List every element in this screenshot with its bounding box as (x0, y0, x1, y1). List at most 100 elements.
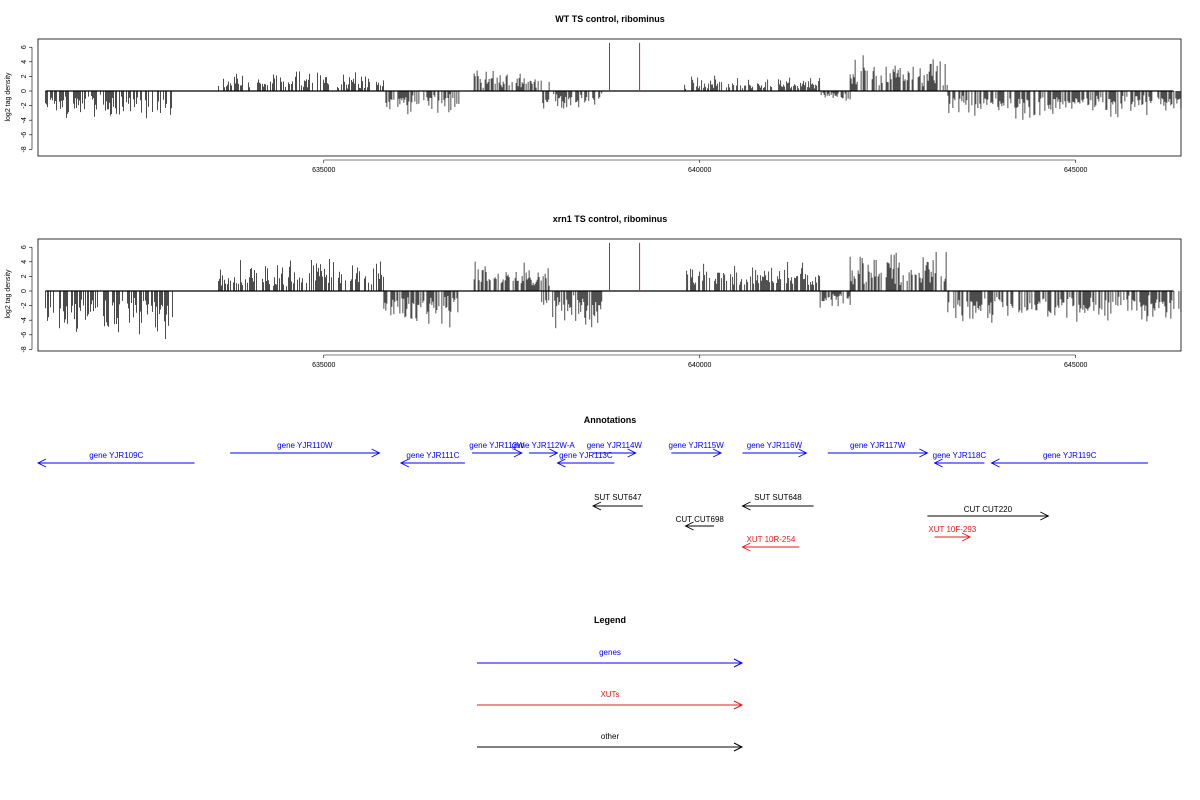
feature-arrow-head (399, 458, 410, 468)
xrn1-track-title: xrn1 TS control, ribominus (553, 214, 668, 224)
y-tick-label: 6 (21, 45, 28, 49)
annotation-feature: gene YJR117W (827, 441, 929, 458)
legend-item: other (477, 732, 744, 752)
wt-x-axis: 635000 640000 645000 (312, 159, 1088, 174)
wt-track-panel: WT TS control, ribominus log2 tag densit… (5, 14, 1182, 174)
y-tick-label: 2 (21, 274, 28, 278)
feature-arrow-head (933, 458, 943, 468)
feature-label: gene YJR113C (559, 451, 613, 460)
legend-title: Legend (594, 615, 626, 625)
y-tick-label: 4 (21, 260, 28, 264)
annotation-feature: gene YJR118C (933, 451, 987, 468)
legend-label: genes (599, 648, 621, 657)
annotation-feature: gene YJR116W (742, 441, 808, 458)
annotation-feature: CUT CUT698 (676, 515, 725, 531)
feature-arrow-head (513, 448, 523, 458)
feature-label: gene YJR112W (469, 441, 525, 450)
feature-label: SUT SUT647 (594, 493, 642, 502)
feature-label: gene YJR118C (933, 451, 987, 460)
annotation-feature: XUT 10R-254 (741, 535, 800, 552)
annotation-feature: gene YJR112W (469, 441, 525, 458)
legend-items: genes XUTs other (477, 648, 744, 752)
xrn1-x-axis: 635000 640000 645000 (312, 354, 1088, 369)
x-tick-label: 640000 (688, 167, 711, 174)
legend-label: XUTs (600, 690, 619, 699)
xrn1-y-axis: 6 4 2 0 -2 -4 -6 -8 (21, 245, 33, 353)
xrn1-red-markers (609, 242, 641, 291)
annotation-feature: gene YJR113C (556, 451, 615, 468)
feature-label: XUT 10F-293 (928, 525, 976, 534)
feature-arrow-head (990, 458, 1000, 468)
feature-label: gene YJR112W-A (512, 441, 576, 450)
feature-label: CUT CUT698 (676, 515, 725, 524)
y-tick-label: 4 (21, 60, 28, 64)
feature-arrow-head (741, 542, 751, 552)
legend-arrow-head (733, 658, 744, 668)
feature-arrow-head (549, 448, 559, 458)
annotation-feature: gene YJR109C (36, 451, 195, 468)
x-tick-label: 645000 (1064, 362, 1087, 369)
feature-arrow-head (712, 448, 723, 458)
y-tick-label: 2 (21, 74, 28, 78)
feature-arrow-head (684, 521, 694, 531)
y-tick-label: -8 (21, 146, 28, 152)
annotation-feature: SUT SUT648 (741, 493, 814, 511)
annotation-feature: CUT CUT220 (927, 505, 1050, 521)
annotation-feature: gene YJR114W (587, 441, 643, 458)
feature-arrow-head (36, 458, 47, 468)
feature-label: gene YJR114W (587, 441, 643, 450)
wt-y-axis: 6 4 2 0 -2 -4 -6 -8 (21, 45, 33, 153)
legend-panel: Legend genes XUTs other (477, 615, 744, 752)
feature-arrow-head (741, 501, 751, 511)
feature-label: XUT 10R-254 (747, 535, 796, 544)
annotation-features: gene YJR109C gene YJR110W gene YJR111C gene… (36, 441, 1148, 552)
y-tick-label: -8 (21, 346, 28, 352)
x-tick-label: 640000 (688, 362, 711, 369)
legend-arrow-head (733, 700, 744, 710)
feature-label: gene YJR109C (89, 451, 143, 460)
annotation-feature: gene YJR112W-A (512, 441, 576, 458)
y-tick-label: -6 (21, 332, 28, 338)
feature-label: gene YJR117W (850, 441, 906, 450)
feature-label: gene YJR110W (277, 441, 333, 450)
feature-arrow-head (961, 532, 972, 542)
x-tick-label: 645000 (1064, 167, 1087, 174)
feature-label: gene YJR116W (747, 441, 803, 450)
wt-signal-bars (45, 55, 1182, 120)
xrn1-signal-bars (45, 251, 1182, 339)
feature-label: gene YJR115W (669, 441, 725, 450)
y-tick-label: -4 (21, 317, 28, 323)
feature-label: gene YJR119C (1043, 451, 1097, 460)
legend-label: other (601, 732, 620, 741)
feature-arrow-head (919, 448, 929, 458)
feature-arrow-head (556, 458, 566, 468)
annotation-feature: gene YJR119C (990, 451, 1148, 468)
feature-arrow-head (591, 501, 602, 511)
x-tick-label: 635000 (312, 167, 335, 174)
legend-item: XUTs (477, 690, 744, 710)
y-tick-label: -2 (21, 302, 28, 308)
xrn1-track-panel: xrn1 TS control, ribominus log2 tag dens… (5, 214, 1182, 369)
y-tick-label: -2 (21, 102, 28, 108)
annotation-feature: gene YJR115W (669, 441, 725, 458)
feature-arrow-head (798, 448, 808, 458)
y-tick-label: 6 (21, 245, 28, 249)
y-tick-label: 0 (21, 89, 28, 93)
annotation-feature: XUT 10F-293 (928, 525, 977, 542)
wt-y-axis-label: log2 tag density (5, 72, 12, 122)
feature-arrow-head (1040, 511, 1050, 521)
x-tick-label: 635000 (312, 362, 335, 369)
feature-label: CUT CUT220 (964, 505, 1013, 514)
feature-arrow-head (627, 448, 637, 458)
feature-label: SUT SUT648 (754, 493, 802, 502)
xrn1-y-axis-label: log2 tag density (5, 269, 12, 319)
y-tick-label: -4 (21, 117, 28, 123)
y-tick-label: 0 (21, 289, 28, 293)
annotation-feature: SUT SUT647 (591, 493, 643, 511)
wt-red-markers (609, 42, 641, 91)
annotation-feature: gene YJR110W (230, 441, 381, 458)
feature-arrow-head (371, 448, 381, 458)
annotation-feature: gene YJR111C (399, 451, 465, 468)
y-tick-label: -6 (21, 132, 28, 138)
